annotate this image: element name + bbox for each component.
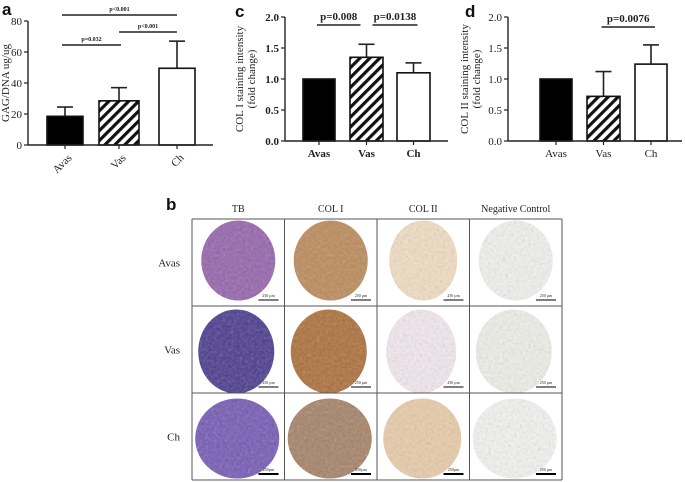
y-tick-label: 0.0 xyxy=(488,136,502,148)
row-label: Vas xyxy=(164,345,180,357)
y-axis-label: COL I staining intensity xyxy=(234,25,246,132)
tissue-texture xyxy=(293,220,368,301)
scale-bar-label: 250 µm xyxy=(447,380,460,385)
significance-label: p=0.0076 xyxy=(607,13,650,25)
bar-avas xyxy=(46,115,84,146)
scale-bar-label: 250 µm xyxy=(262,380,275,385)
x-tick-label: Ch xyxy=(169,152,187,170)
y-tick-label: 1.0 xyxy=(265,74,279,86)
column-header: Negative Control xyxy=(481,204,550,215)
column-header: COL II xyxy=(409,204,438,215)
scale-bar-label: 250 µm xyxy=(355,293,368,298)
row-label: Avas xyxy=(158,258,180,270)
y-tick-label: 20 xyxy=(11,109,23,121)
bar-ch xyxy=(158,67,196,146)
panel-label-a: a xyxy=(2,0,12,19)
tissue-texture xyxy=(472,398,557,479)
tissue-texture xyxy=(290,309,367,394)
significance-label: p<0.001 xyxy=(138,24,158,30)
y-tick-label: 0.5 xyxy=(265,105,279,117)
tissue-texture xyxy=(287,398,372,479)
x-tick-label: Ch xyxy=(645,148,658,160)
tissue-texture xyxy=(389,220,458,301)
y-tick-label: 1.5 xyxy=(488,43,502,55)
significance-label: p<0.001 xyxy=(109,7,129,13)
scale-bar-label: 250 µm xyxy=(355,380,368,385)
chart-panel-d: Avas Vas Ch 0.0 0.5 1.0 1.5 2.0 COL II staining … xyxy=(459,12,682,160)
row-label: Ch xyxy=(167,432,180,444)
chart-panel-c: Avas Vas Ch 0.0 0.5 1.0 1.5 2.0 COL I staining i… xyxy=(234,11,448,160)
y-tick-label: 1.5 xyxy=(265,43,279,55)
y-axis-label: COL II staining intensity xyxy=(459,24,471,134)
significance-label: p=0.008 xyxy=(320,11,358,23)
bar-ch xyxy=(634,63,668,142)
column-header: COL I xyxy=(318,204,343,215)
scale-bar-label: 250µm xyxy=(263,467,275,472)
column-header: TB xyxy=(232,204,245,215)
bar-avas xyxy=(302,78,336,142)
bar-vas xyxy=(349,56,384,142)
tissue-texture xyxy=(201,220,276,301)
y-axis-label: (fold change) xyxy=(471,49,483,108)
y-tick-label: 2.0 xyxy=(488,12,502,24)
panel-label-d: d xyxy=(465,2,475,21)
y-tick-label: 0.0 xyxy=(265,136,279,148)
chart-panel-a: Avas Vas Ch 0 20 40 60 80 GAG/DNA ug/ug p<0.001 p<… xyxy=(0,7,213,176)
scale-bar-label: 250 µm xyxy=(262,293,275,298)
y-axis-label: GAG/DNA ug/ug xyxy=(0,44,12,122)
y-tick-label: 60 xyxy=(11,47,23,59)
x-tick-label: Vas xyxy=(109,152,129,172)
bar-vas xyxy=(586,95,621,142)
tissue-texture xyxy=(195,398,280,479)
y-tick-label: 0 xyxy=(17,140,23,152)
tissue-texture xyxy=(383,398,462,479)
x-tick-label: Ch xyxy=(406,148,420,160)
y-tick-label: 40 xyxy=(11,78,23,90)
scale-bar-label: 250 µm xyxy=(540,467,553,472)
significance-label: p=0.0138 xyxy=(374,11,417,23)
x-tick-label: Avas xyxy=(51,152,75,176)
x-tick-label: Avas xyxy=(545,148,567,160)
panel-label-b: b xyxy=(166,195,176,214)
bar-avas xyxy=(539,78,573,142)
tissue-texture xyxy=(198,309,275,394)
scale-bar-label: 250µm xyxy=(448,467,460,472)
y-tick-label: 80 xyxy=(11,16,23,28)
x-tick-label: Vas xyxy=(596,148,612,160)
scale-bar-label: 250µm xyxy=(355,467,367,472)
bar-vas xyxy=(98,100,140,146)
x-tick-label: Vas xyxy=(358,148,375,160)
tissue-texture xyxy=(386,309,457,394)
y-tick-label: 1.0 xyxy=(488,74,502,86)
significance-label: p=0.032 xyxy=(81,37,101,43)
scale-bar-label: 250 µm xyxy=(447,293,460,298)
scale-bar-label: 250 µm xyxy=(540,380,553,385)
tissue-texture xyxy=(478,220,553,301)
panel-label-c: c xyxy=(235,2,244,21)
y-tick-label: 0.5 xyxy=(488,105,502,117)
y-axis-label: (fold change) xyxy=(246,49,258,108)
bar-ch xyxy=(396,72,431,142)
scale-bar-label: 250 µm xyxy=(540,293,553,298)
tissue-texture xyxy=(475,309,552,394)
x-tick-label: Avas xyxy=(308,148,331,160)
y-tick-label: 2.0 xyxy=(265,12,279,24)
